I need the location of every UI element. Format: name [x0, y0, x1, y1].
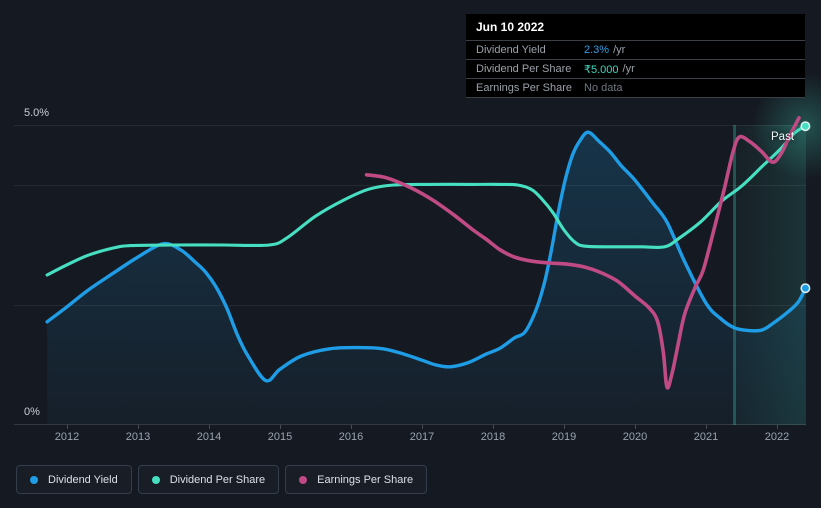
- x-axis-label: 2014: [196, 431, 222, 443]
- tooltip-row: Dividend Yield 2.3%/yr: [466, 40, 805, 59]
- x-axis-tick: [67, 425, 68, 429]
- chart-tooltip: Jun 10 2022 Dividend Yield 2.3%/yr Dividen…: [466, 14, 805, 98]
- series-end-dot-dividend-yield: [800, 283, 811, 294]
- x-axis-tick: [564, 425, 565, 429]
- x-axis-label: 2018: [480, 431, 506, 443]
- tooltip-row-value: ₹5.000: [584, 63, 619, 76]
- x-axis-label: 2022: [764, 431, 790, 443]
- x-axis-tick: [138, 425, 139, 429]
- x-axis-tick: [209, 425, 210, 429]
- x-axis-label: 2013: [125, 431, 151, 443]
- x-axis-tick: [351, 425, 352, 429]
- x-axis-tick: [706, 425, 707, 429]
- past-period-divider: [733, 125, 736, 425]
- x-axis-tick: [493, 425, 494, 429]
- x-axis-label: 2019: [551, 431, 577, 443]
- tooltip-row-value: 2.3%: [584, 44, 610, 56]
- x-axis-label: 2020: [622, 431, 648, 443]
- tooltip-row-label: Earnings Per Share: [476, 82, 572, 94]
- x-axis-label: 2016: [338, 431, 364, 443]
- x-axis-label: 2021: [693, 431, 719, 443]
- series-line-dividend-per-share: [45, 124, 807, 277]
- legend-color-dot-icon: [299, 475, 308, 484]
- x-axis-label: 2012: [54, 431, 80, 443]
- x-axis-label: 2015: [267, 431, 293, 443]
- series-line-earnings-per-share: [364, 116, 801, 390]
- legend-color-dot-icon: [30, 475, 38, 484]
- chart-legend: Dividend Yield Dividend Per Share Earnings…: [16, 465, 428, 494]
- legend-item-dividend-per-share[interactable]: Dividend Per Share: [137, 465, 280, 494]
- gridline-5pct: [14, 125, 806, 126]
- tooltip-date: Jun 10 2022: [476, 20, 545, 34]
- tooltip-row: Dividend Per Share ₹5.000/yr: [466, 59, 805, 78]
- tooltip-row-unit: /yr: [613, 44, 626, 56]
- x-axis-tick: [777, 425, 778, 429]
- legend-item-earnings-per-share[interactable]: Earnings Per Share: [285, 465, 428, 494]
- tooltip-row: Earnings Per Share No data: [466, 78, 805, 97]
- x-axis-tick: [635, 425, 636, 429]
- tooltip-bottom-border: [466, 97, 805, 98]
- legend-color-dot-icon: [151, 475, 160, 484]
- series-end-dot-dividend-per-share: [800, 121, 811, 132]
- tooltip-row-label: Dividend Yield: [476, 44, 546, 56]
- y-axis-label-top: 5.0%: [24, 107, 50, 119]
- y-axis-label-zero: 0%: [24, 406, 40, 418]
- legend-item-dividend-yield[interactable]: Dividend Yield: [16, 465, 132, 494]
- x-axis-tick: [280, 425, 281, 429]
- tooltip-row-label: Dividend Per Share: [476, 63, 572, 75]
- x-axis-tick: [422, 425, 423, 429]
- legend-item-label: Earnings Per Share: [317, 473, 414, 486]
- past-label: Past: [771, 131, 795, 143]
- legend-item-label: Dividend Per Share: [169, 473, 266, 486]
- series-area-dividend-yield: [47, 132, 806, 425]
- legend-item-label: Dividend Yield: [48, 473, 118, 486]
- x-axis-label: 2017: [409, 431, 435, 443]
- tooltip-row-value: No data: [584, 82, 623, 94]
- gridline-2pct: [14, 305, 806, 306]
- tooltip-row-unit: /yr: [622, 63, 635, 75]
